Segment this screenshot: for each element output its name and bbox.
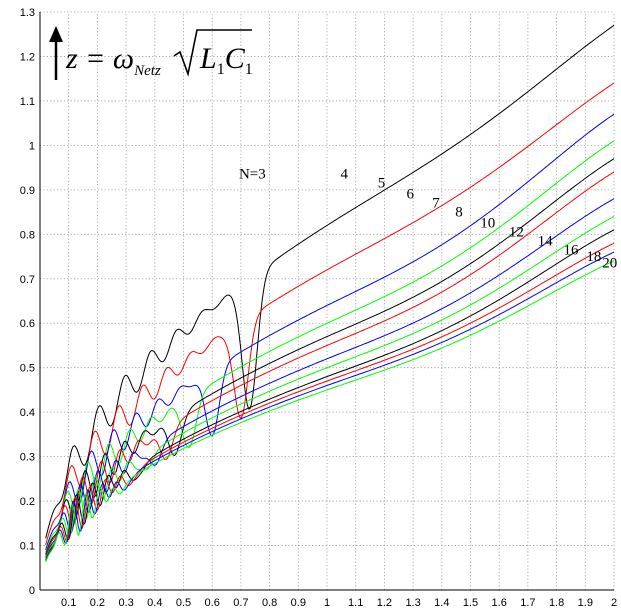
y-tick-label: 0 [29,585,35,597]
formula-radicand-c: C [225,42,246,75]
formula-annotation: z = ωNetz L1C1 [49,26,253,80]
x-tick-label: 0.2 [90,597,105,609]
x-tick-labels: 0.1 0.2 0.3 0.4 0.5 0.6 0.7 0.8 0.9 1 1.1 1.2 1.3 1.4… [61,597,617,609]
x-tick-label: 0.6 [205,597,220,609]
x-tick-label: 1 [324,597,330,609]
grid-lines [40,11,615,590]
series-line-7 [45,158,615,555]
y-tick-label: 0.3 [20,452,35,464]
up-arrow-icon [49,26,63,42]
y-tick-label: 1.3 [20,7,35,19]
axes [39,12,614,591]
series-line-20 [45,260,615,562]
series-label: 8 [455,205,463,221]
series-label: N=3 [239,167,266,183]
x-tick-label: 1.5 [463,597,478,609]
formula-lhs: z = ω [65,42,134,75]
series-label: 7 [432,196,440,212]
y-tick-label: 0.4 [20,407,35,419]
x-tick-label: 0.1 [61,597,76,609]
x-tick-label: 0.8 [262,597,277,609]
x-tick-label: 0.7 [233,597,248,609]
series-label: 20 [602,256,617,272]
formula-radicand-l: L [199,42,217,75]
x-tick-label: 1.7 [520,597,535,609]
x-tick-label: 1.6 [492,597,507,609]
svg-text:z = ωNetz: z = ωNetz [65,42,161,79]
x-tick-label: 1.9 [578,597,593,609]
y-tick-labels: 0 0.1 0.2 0.3 0.4 0.5 0.6 0.7 0.8 0.9 1 1.1 1.2 1.3 [20,7,35,597]
series-line-8 [45,171,615,556]
series-line-16 [45,242,615,561]
series-line-18 [45,251,615,562]
series-label: 18 [586,249,601,265]
series-line-5 [45,113,615,550]
series-label: 12 [509,225,524,241]
x-tick-label: 0.4 [147,597,162,609]
formula-radicand-c-sub: 1 [245,61,253,78]
y-tick-label: 0.6 [20,318,35,330]
series-label: 16 [563,242,579,258]
x-tick-label: 1.1 [348,597,363,609]
series-label: 4 [340,167,348,183]
x-tick-label: 1.8 [549,597,564,609]
x-tick-label: 1.3 [405,597,420,609]
series-label: 6 [406,187,414,203]
x-tick-label: 1.2 [377,597,392,609]
series-line-14 [45,229,615,560]
y-tick-label: 1 [29,140,35,152]
series-line-10 [45,198,615,558]
x-tick-label: 0.3 [118,597,133,609]
series-line-N3 [45,24,615,539]
y-tick-label: 0.5 [20,363,35,375]
y-tick-label: 0.1 [20,541,35,553]
series-label: 10 [480,216,495,232]
y-tick-label: 0.8 [20,229,35,241]
series-line-4 [45,82,615,545]
formula-radical-sign [173,29,252,77]
y-tick-label: 1.1 [20,96,35,108]
formula-radicand-l-sub: 1 [217,61,225,78]
y-tick-label: 1.2 [20,51,35,63]
y-tick-label: 0.7 [20,274,35,286]
x-tick-label: 2 [611,597,617,609]
series-labels: N=3 4 5 6 78 10 12 14 16 18 20 [239,167,617,272]
svg-text:L1C1: L1C1 [199,42,253,78]
series-line-6 [45,140,615,553]
series-curves [45,24,615,562]
formula-subscript: Netz [133,63,161,79]
x-tick-label: 0.5 [176,597,191,609]
y-tick-label: 0.9 [20,185,35,197]
y-tick-label: 0.2 [20,496,35,508]
x-tick-label: 0.9 [291,597,306,609]
series-label: 5 [378,176,386,192]
series-label: 14 [538,233,554,249]
x-tick-label: 1.4 [434,597,449,609]
